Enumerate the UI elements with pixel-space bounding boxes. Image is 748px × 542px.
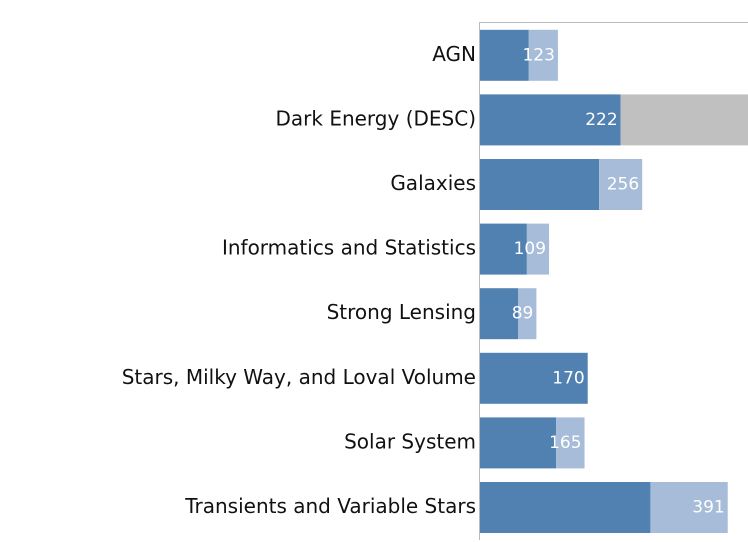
y-tick-label: Strong Lensing (327, 300, 476, 324)
data-label: 256 (607, 175, 639, 195)
bar-segment (480, 352, 588, 404)
bar-segment (620, 94, 748, 146)
y-tick-label: Stars, Milky Way, and Loval Volume (122, 365, 476, 389)
bar-segment (556, 417, 585, 469)
bar-segment (526, 223, 550, 275)
data-label: 89 (512, 304, 534, 324)
bar-segment (599, 159, 643, 210)
data-label: 123 (522, 45, 554, 65)
bar-segment (518, 288, 537, 340)
data-label: 165 (549, 433, 581, 453)
bar-segment (480, 94, 621, 146)
data-label: 391 (692, 498, 724, 518)
y-tick-label: Transients and Variable Stars (184, 494, 476, 518)
y-tick-label: Dark Energy (DESC) (276, 106, 477, 130)
bar-segment (480, 288, 519, 340)
bar-segment (528, 29, 558, 81)
bar-segment (480, 417, 557, 469)
bar-segment (480, 29, 529, 81)
y-tick-label: Galaxies (390, 171, 476, 195)
y-tick-label: AGN (432, 42, 476, 66)
data-label: 170 (552, 368, 584, 388)
bars (480, 29, 748, 533)
bar-segment (480, 223, 527, 275)
y-tick-label: Solar System (344, 429, 476, 453)
data-label: 222 (585, 110, 617, 130)
bar-segment (480, 159, 600, 210)
data-label: 109 (514, 239, 546, 259)
y-tick-label: Informatics and Statistics (222, 236, 476, 260)
bar-segment (480, 482, 651, 533)
bar-segment (650, 482, 728, 533)
